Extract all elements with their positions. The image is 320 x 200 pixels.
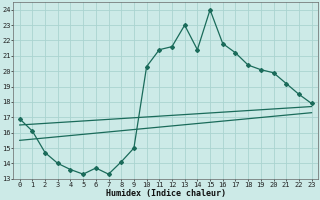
X-axis label: Humidex (Indice chaleur): Humidex (Indice chaleur) <box>106 189 226 198</box>
